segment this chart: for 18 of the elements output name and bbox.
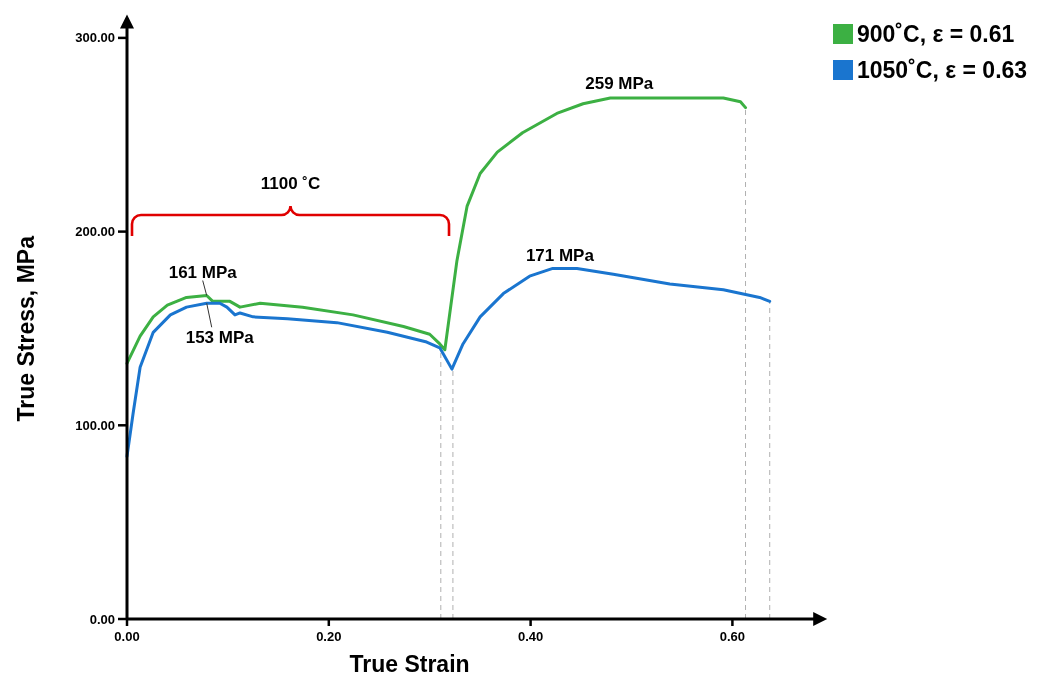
annotation: 153 MPa — [185, 328, 255, 348]
y-axis-title: True Stress, MPa — [13, 235, 39, 422]
annotation: 1100 ˚C — [260, 173, 321, 193]
x-tick-label: 0.20 — [316, 629, 342, 644]
annotation: 171 MPa — [525, 246, 595, 266]
x-tick-label: 0.00 — [114, 629, 140, 644]
legend-label: 900˚C, ε = 0.61 — [857, 21, 1015, 48]
line-series — [125, 96, 748, 365]
x-axis-title: True Strain — [349, 651, 470, 677]
y-tick-label: 0.00 — [89, 611, 115, 627]
y-tick-label: 100.00 — [75, 417, 115, 433]
x-tick-label: 0.40 — [517, 629, 544, 644]
legend-label: 1050˚C, ε = 0.63 — [857, 57, 1028, 84]
annotation: 259 MPa — [585, 73, 654, 93]
annotation: 161 MPa — [168, 263, 238, 283]
x-tick-label: 0.60 — [719, 629, 746, 644]
y-tick-label: 300.00 — [75, 30, 115, 46]
y-tick-label: 200.00 — [75, 224, 115, 240]
